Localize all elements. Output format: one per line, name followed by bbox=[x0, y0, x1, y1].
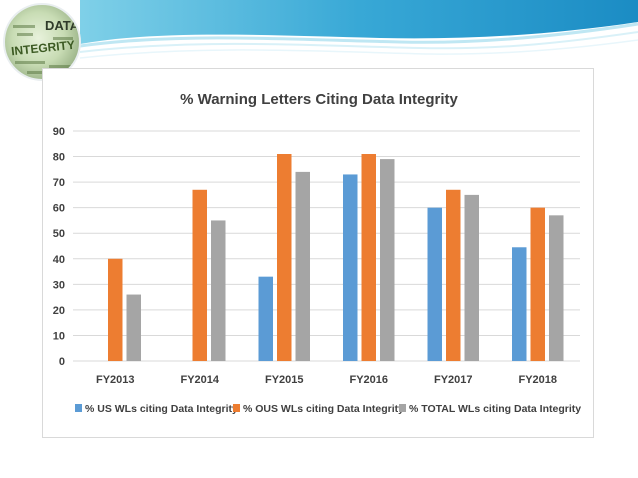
x-tick-label: FY2017 bbox=[434, 374, 473, 386]
bar-fy2015-series-2 bbox=[277, 154, 292, 361]
chart-title: % Warning Letters Citing Data Integrity bbox=[180, 91, 458, 108]
legend-label: % OUS WLs citing Data Integrity bbox=[243, 403, 404, 415]
bar-fy2015-series-1 bbox=[258, 276, 273, 361]
bar-fy2015-series-3 bbox=[295, 171, 310, 361]
y-tick-label: 80 bbox=[53, 152, 65, 164]
bar-fy2017-series-1 bbox=[427, 207, 442, 361]
bar-fy2016-series-1 bbox=[343, 174, 358, 361]
legend-swatch bbox=[233, 404, 240, 412]
legend-swatch bbox=[75, 404, 82, 412]
bar-fy2017-series-2 bbox=[446, 189, 461, 361]
bar-fy2014-series-2 bbox=[192, 189, 207, 361]
bar-fy2016-series-3 bbox=[380, 159, 395, 361]
bar-fy2018-series-3 bbox=[549, 215, 564, 361]
bar-fy2018-series-1 bbox=[512, 247, 527, 361]
bar-fy2013-series-2 bbox=[108, 258, 123, 361]
bar-chart: % Warning Letters Citing Data Integrity … bbox=[53, 91, 582, 415]
x-tick-label: FY2018 bbox=[518, 374, 557, 386]
y-tick-label: 70 bbox=[53, 177, 65, 189]
y-tick-label: 40 bbox=[53, 254, 65, 266]
y-tick-label: 10 bbox=[53, 330, 65, 342]
y-tick-label: 0 bbox=[59, 356, 65, 368]
y-tick-label: 50 bbox=[53, 228, 65, 240]
y-tick-label: 20 bbox=[53, 305, 65, 317]
legend-swatch bbox=[399, 404, 406, 412]
logo-word-integrity: INTEGRITY bbox=[10, 37, 76, 59]
x-tick-label: FY2014 bbox=[180, 374, 219, 386]
chart-frame: % Warning Letters Citing Data Integrity … bbox=[42, 68, 594, 438]
y-tick-label: 60 bbox=[53, 203, 65, 215]
bar-fy2018-series-2 bbox=[530, 207, 545, 361]
y-tick-label: 90 bbox=[53, 126, 65, 138]
logo-word-data: DATA bbox=[45, 18, 80, 33]
x-tick-label: FY2015 bbox=[265, 374, 304, 386]
bar-fy2017-series-3 bbox=[464, 194, 479, 361]
x-tick-label: FY2016 bbox=[349, 374, 388, 386]
legend-label: % TOTAL WLs citing Data Integrity bbox=[409, 403, 581, 415]
legend-label: % US WLs citing Data Integrity bbox=[85, 403, 238, 415]
bar-fy2016-series-2 bbox=[361, 154, 376, 361]
header-wave-band bbox=[79, 0, 638, 59]
y-tick-label: 30 bbox=[53, 279, 65, 291]
x-tick-label: FY2013 bbox=[96, 374, 135, 386]
bar-fy2014-series-3 bbox=[211, 220, 226, 361]
bar-fy2013-series-3 bbox=[126, 294, 141, 361]
